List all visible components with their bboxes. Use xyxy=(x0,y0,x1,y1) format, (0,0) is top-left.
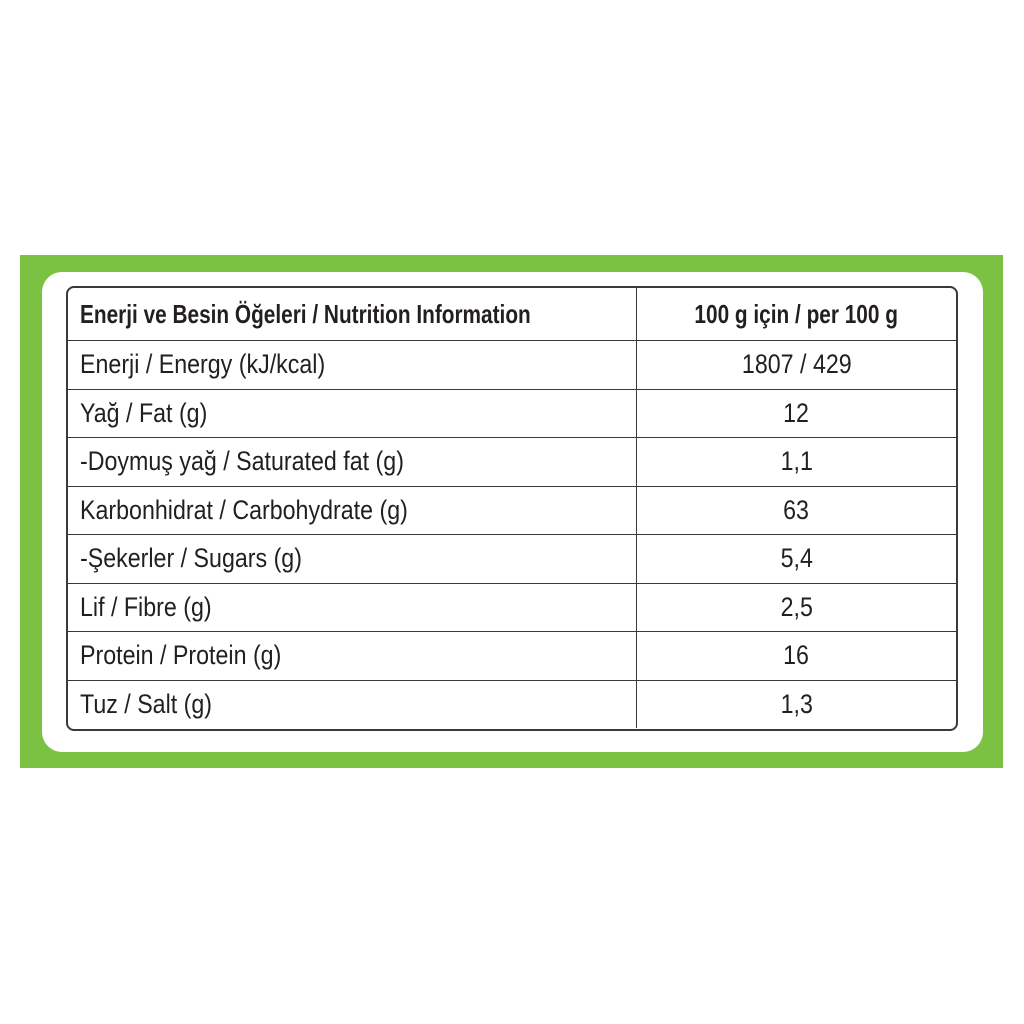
nutrient-label: Lif / Fibre (g) xyxy=(80,591,212,622)
nutrient-label: -Şekerler / Sugars (g) xyxy=(80,543,302,574)
label-cell: Enerji / Energy (kJ/kcal) xyxy=(68,341,637,389)
value-cell: 12 xyxy=(637,390,956,438)
label-cell: -Şekerler / Sugars (g) xyxy=(68,535,637,583)
value-cell: 2,5 xyxy=(637,584,956,632)
nutrient-label: -Doymuş yağ / Saturated fat (g) xyxy=(80,446,404,477)
label-cell: Lif / Fibre (g) xyxy=(68,583,637,631)
nutrient-value: 2,5 xyxy=(780,591,813,622)
nutrition-table: Enerji ve Besin Öğeleri / Nutrition Info… xyxy=(66,286,958,731)
table-row: Protein / Protein (g) 16 xyxy=(68,631,956,680)
card xyxy=(42,272,983,752)
value-cell: 1807 / 429 xyxy=(637,341,956,389)
value-cell: 1,1 xyxy=(637,438,956,486)
value-cell: 100 g için / per 100 g xyxy=(637,288,956,340)
nutrient-value: 1,1 xyxy=(780,446,813,477)
header-row: Enerji ve Besin Öğeleri / Nutrition Info… xyxy=(68,288,956,340)
nutrient-value: 1807 / 429 xyxy=(741,349,852,380)
label-cell: Yağ / Fat (g) xyxy=(68,389,637,437)
value-cell: 16 xyxy=(637,632,956,680)
value-cell: 5,4 xyxy=(637,535,956,583)
label-cell: Karbonhidrat / Carbohydrate (g) xyxy=(68,486,637,534)
value-cell: 63 xyxy=(637,487,956,535)
label-cell: -Doymuş yağ / Saturated fat (g) xyxy=(68,438,637,486)
label-cell: Protein / Protein (g) xyxy=(68,632,637,680)
table-row: Tuz / Salt (g) 1,3 xyxy=(68,679,956,729)
table-row: -Doymuş yağ / Saturated fat (g) 1,1 xyxy=(68,437,956,486)
label-cell: Enerji ve Besin Öğeleri / Nutrition Info… xyxy=(68,288,637,340)
table-row: Yağ / Fat (g) 12 xyxy=(68,388,956,438)
header-text: Enerji ve Besin Öğeleri / Nutrition Info… xyxy=(80,298,531,329)
nutrient-label: Enerji / Energy (kJ/kcal) xyxy=(80,349,326,380)
header-text: 100 g için / per 100 g xyxy=(694,298,899,329)
nutrient-value: 16 xyxy=(783,640,810,671)
value-cell: 1,3 xyxy=(637,681,956,729)
nutrient-value: 12 xyxy=(783,397,810,428)
nutrient-value: 1,3 xyxy=(780,688,813,719)
nutrient-label: Yağ / Fat (g) xyxy=(80,397,208,428)
nutrient-label: Tuz / Salt (g) xyxy=(80,688,213,719)
table-row: Enerji / Energy (kJ/kcal) 1807 / 429 xyxy=(68,340,956,389)
nutrient-value: 5,4 xyxy=(780,543,813,574)
nutrient-label: Protein / Protein (g) xyxy=(80,640,282,671)
table-row: Karbonhidrat / Carbohydrate (g) 63 xyxy=(68,485,956,535)
table-row: Lif / Fibre (g) 2,5 xyxy=(68,582,956,632)
nutrient-label: Karbonhidrat / Carbohydrate (g) xyxy=(80,494,408,525)
table-row: -Şekerler / Sugars (g) 5,4 xyxy=(68,534,956,583)
nutrient-value: 63 xyxy=(783,494,810,525)
label-cell: Tuz / Salt (g) xyxy=(68,680,637,728)
